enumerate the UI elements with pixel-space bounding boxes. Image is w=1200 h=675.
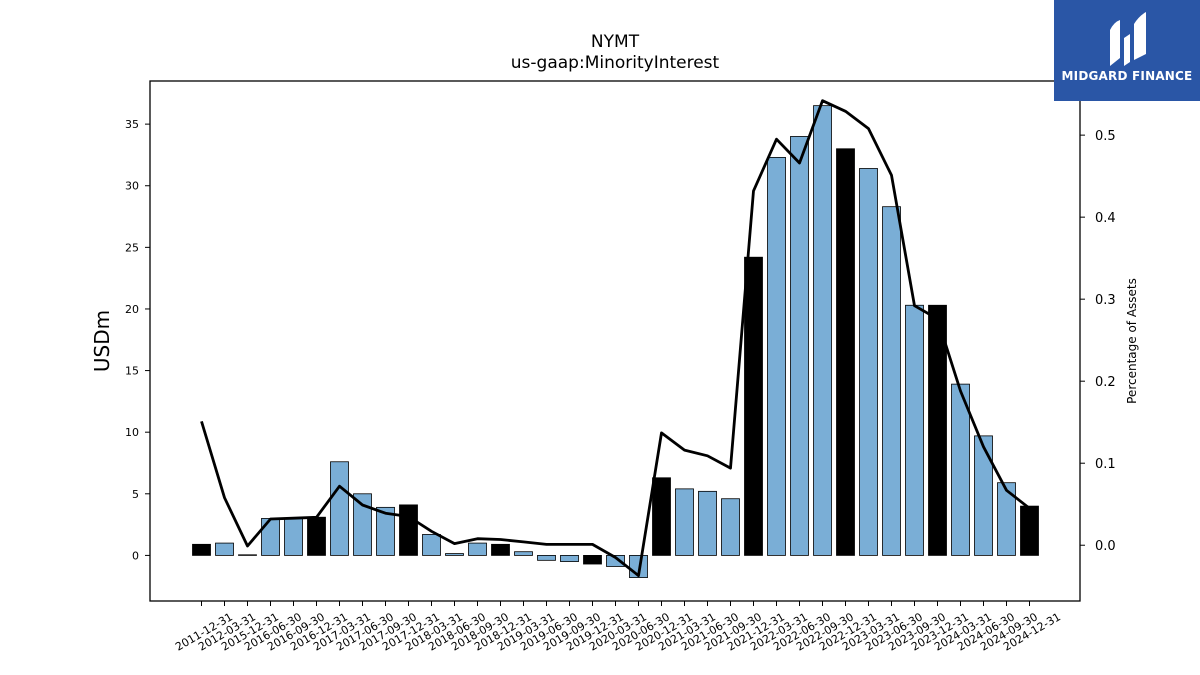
x-axis-ticks: 2011-12-312012-03-312015-12-312016-06-30… [173, 601, 1063, 654]
y2-axis-label: Percentage of Assets [1125, 278, 1139, 404]
y2-axis-ticks: 0.0 0.1 0.2 0.3 0.4 0.5 [1080, 129, 1116, 554]
bar-2019-09-30 [560, 555, 579, 562]
bar-2016-06-30 [261, 518, 280, 556]
bar-2023-12-31 [928, 304, 947, 556]
bar-2024-06-30 [974, 435, 993, 556]
pct-of-assets-line [200, 99, 1031, 577]
bar-2020-12-31 [652, 477, 671, 556]
y-tick-label: 10 [125, 426, 139, 439]
bar-2023-06-30 [882, 206, 901, 556]
y2-tick-label: 0.1 [1095, 457, 1116, 472]
bar-2018-03-31 [422, 534, 441, 556]
bar-2023-09-30 [905, 304, 924, 556]
bar-2019-03-31 [514, 551, 533, 556]
bar-2020-03-31 [606, 555, 625, 567]
y2-tick-label: 0.0 [1095, 539, 1116, 554]
logo-text: MIDGARD FINANCE [1061, 69, 1193, 83]
y2-tick-label: 0.3 [1095, 293, 1116, 308]
bar-2016-09-30 [284, 518, 303, 556]
midgard-finance-logo: MIDGARD FINANCE [1054, 0, 1200, 101]
y2-tick-label: 0.4 [1095, 211, 1116, 226]
bar-2015-12-31 [238, 554, 257, 556]
bar-2018-12-31 [491, 543, 510, 556]
bar-2022-12-31 [836, 148, 855, 556]
y-tick-label: 35 [125, 118, 139, 131]
y-tick-label: 30 [125, 180, 139, 193]
bar-2017-12-31 [399, 504, 418, 556]
bar-2024-03-31 [951, 383, 970, 556]
y2-tick-label: 0.5 [1095, 129, 1116, 144]
bar-2011-12-31 [192, 543, 211, 556]
bar-2018-09-30 [468, 542, 487, 556]
bar-layer [192, 105, 1039, 578]
bar-2017-03-31 [330, 461, 349, 556]
y-tick-label: 20 [125, 303, 139, 316]
y-axis-ticks: 0 5 10 15 20 25 30 35 [125, 118, 150, 562]
bar-2022-09-30 [813, 105, 832, 556]
chart-subtitle: us-gaap:MinorityInterest [510, 53, 720, 73]
bar-2022-03-31 [767, 156, 786, 556]
bar-2021-09-30 [721, 498, 740, 556]
y-tick-label: 15 [125, 365, 139, 378]
bar-2019-12-31 [583, 555, 602, 565]
bar-2018-06-30 [445, 553, 464, 556]
bar-2021-12-31 [744, 256, 763, 556]
bar-2022-06-30 [790, 136, 809, 556]
bar-2017-06-30 [353, 493, 372, 556]
y-tick-label: 25 [125, 241, 139, 254]
logo-mark-icon [1110, 12, 1146, 66]
y-tick-label: 5 [132, 488, 139, 501]
bar-2016-12-31 [307, 516, 326, 556]
y-axis-label: USDm [90, 310, 114, 372]
bar-2021-03-31 [675, 488, 694, 556]
bar-2024-09-30 [997, 482, 1016, 556]
bar-2021-06-30 [698, 490, 717, 556]
bar-2019-06-30 [537, 555, 556, 561]
chart-title: NYMT [590, 32, 640, 52]
bar-2024-12-31 [1020, 505, 1039, 556]
y-tick-label: 0 [132, 549, 139, 562]
y2-tick-label: 0.2 [1095, 375, 1116, 390]
bar-2023-03-31 [859, 168, 878, 556]
pct-line-layer [200, 99, 1031, 577]
bar-2017-09-30 [376, 506, 395, 556]
bar-2012-03-31 [215, 542, 234, 556]
